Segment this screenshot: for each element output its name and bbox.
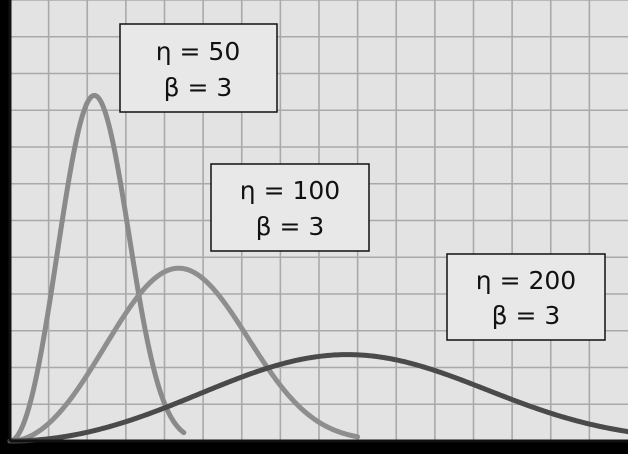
- label-eta200-line2: β = 3: [492, 301, 561, 330]
- series-curve-eta50: [7, 92, 187, 444]
- label-eta200: η = 200 β = 3: [446, 253, 606, 341]
- series-curve-eta200: [7, 352, 628, 444]
- label-eta100: η = 100 β = 3: [210, 163, 370, 252]
- label-eta100-line2: β = 3: [256, 212, 325, 241]
- curves: [7, 92, 628, 444]
- label-eta50-line2: β = 3: [164, 73, 233, 102]
- label-eta200-line1: η = 200: [476, 266, 576, 295]
- label-eta100-line1: η = 100: [240, 176, 340, 205]
- label-eta50: η = 50 β = 3: [119, 23, 278, 113]
- series-curve-eta100: [7, 265, 361, 444]
- label-eta50-line1: η = 50: [156, 37, 241, 66]
